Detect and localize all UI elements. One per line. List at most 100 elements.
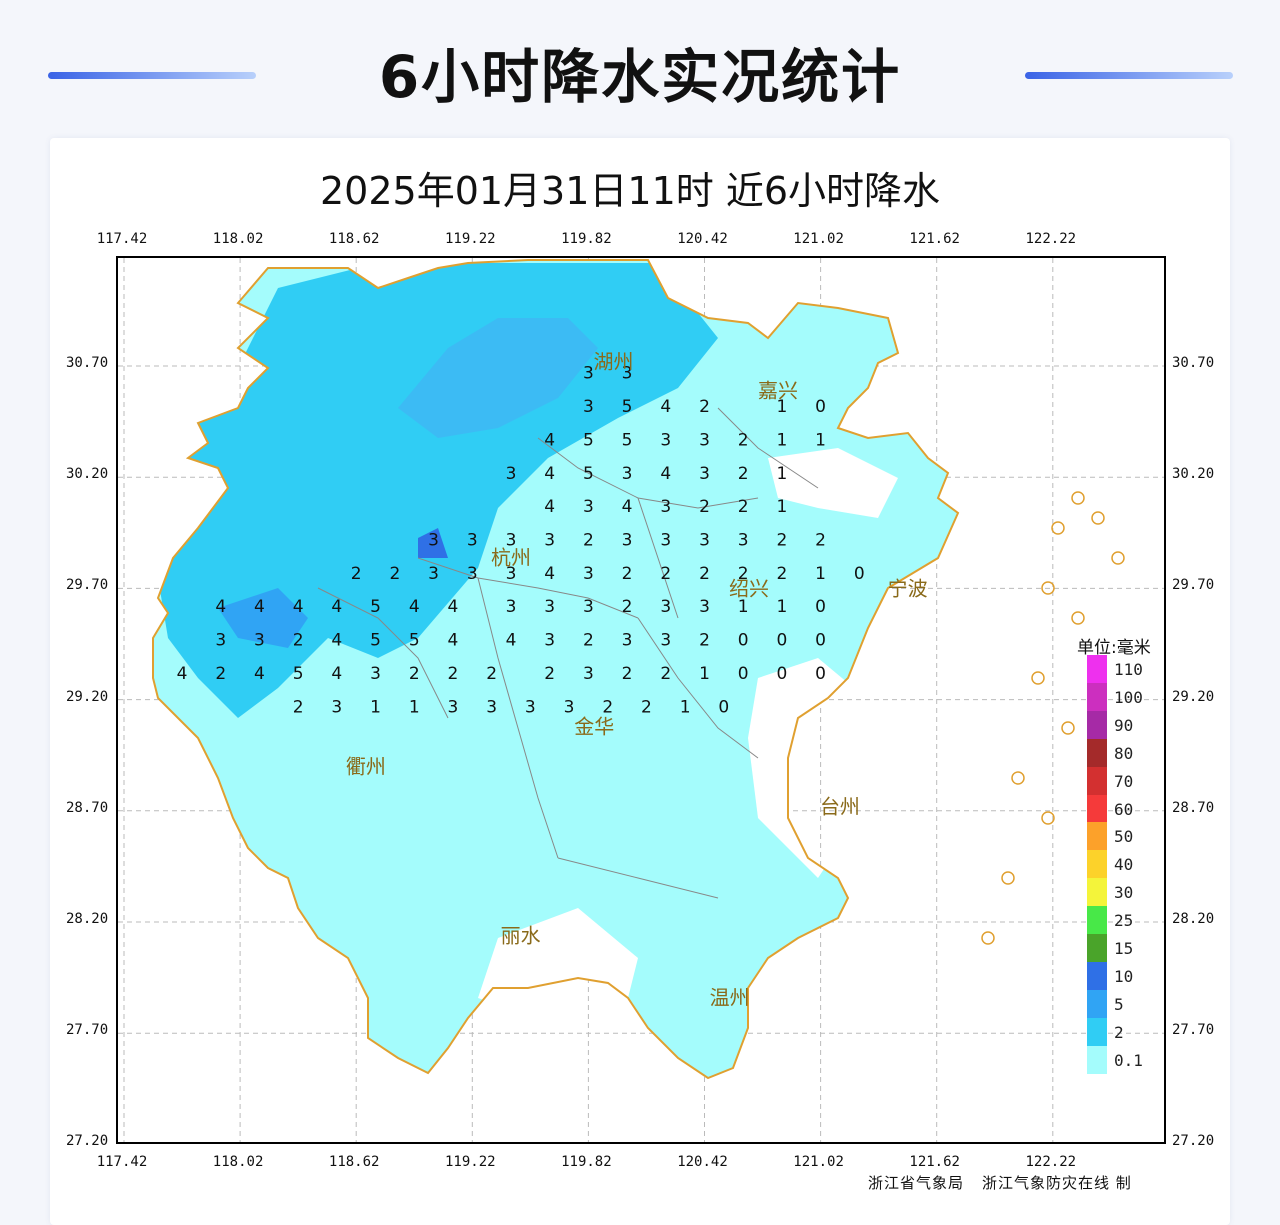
legend-label: 60 bbox=[1114, 799, 1134, 819]
station-value: 2 bbox=[293, 697, 304, 717]
station-value: 1 bbox=[699, 664, 710, 684]
island-outline bbox=[981, 931, 995, 945]
station-value: 2 bbox=[738, 564, 749, 584]
city-label: 温州 bbox=[710, 986, 750, 1010]
station-value: 3 bbox=[428, 530, 439, 550]
lat-tick-left: 27.20 bbox=[66, 1133, 109, 1150]
station-value: 1 bbox=[776, 430, 787, 450]
island-outline bbox=[1011, 771, 1025, 785]
station-value: 5 bbox=[583, 464, 594, 484]
station-value: 2 bbox=[448, 664, 459, 684]
island-outline bbox=[1061, 721, 1075, 735]
station-value: 2 bbox=[776, 530, 787, 550]
legend-label: 25 bbox=[1114, 911, 1134, 931]
island-outline bbox=[1071, 611, 1085, 625]
station-value: 4 bbox=[448, 631, 459, 651]
city-boundary bbox=[477, 577, 559, 859]
station-value: 1 bbox=[776, 397, 787, 417]
station-value: 3 bbox=[660, 497, 671, 517]
station-value: 4 bbox=[660, 397, 671, 417]
legend-label: 5 bbox=[1114, 994, 1124, 1014]
legend-label: 0.1 bbox=[1114, 1050, 1143, 1070]
station-value: 4 bbox=[331, 664, 342, 684]
legend-swatch bbox=[1087, 710, 1107, 739]
lat-tick-left: 29.20 bbox=[66, 688, 109, 705]
lat-tick-right: 29.70 bbox=[1172, 577, 1215, 594]
legend-swatch bbox=[1087, 766, 1107, 795]
legend-swatch bbox=[1087, 878, 1107, 907]
station-value: 2 bbox=[583, 530, 594, 550]
island-outline bbox=[1001, 871, 1015, 885]
island-outline bbox=[1041, 581, 1055, 595]
station-value: 0 bbox=[718, 697, 729, 717]
lat-tick-right: 28.70 bbox=[1172, 799, 1215, 816]
legend-swatch bbox=[1087, 1045, 1107, 1074]
map-title: 2025年01月31日11时 近6小时降水 bbox=[319, 169, 941, 213]
lat-tick-left: 29.70 bbox=[66, 577, 109, 594]
legend-label: 110 bbox=[1114, 660, 1143, 679]
precip-area-5mm bbox=[398, 318, 598, 438]
island-outline bbox=[1071, 491, 1085, 505]
legend-item: 70 bbox=[1087, 766, 1267, 795]
station-value: 3 bbox=[467, 564, 478, 584]
station-value: 2 bbox=[660, 664, 671, 684]
station-value: 4 bbox=[506, 631, 517, 651]
city-label: 丽水 bbox=[501, 923, 541, 947]
legend-swatch bbox=[1087, 682, 1107, 711]
station-value: 0 bbox=[854, 564, 865, 584]
station-value: 2 bbox=[641, 697, 652, 717]
station-value: 4 bbox=[293, 597, 304, 617]
station-value: 4 bbox=[544, 430, 555, 450]
legend-label: 40 bbox=[1114, 855, 1134, 875]
page-header: 6小时降水实况统计 bbox=[0, 0, 1280, 135]
station-value: 1 bbox=[370, 697, 381, 717]
station-value: 2 bbox=[544, 664, 555, 684]
station-value: 3 bbox=[428, 564, 439, 584]
station-value: 3 bbox=[254, 631, 265, 651]
legend-label: 50 bbox=[1114, 827, 1134, 847]
city-boundary bbox=[557, 857, 719, 899]
legend-swatch bbox=[1087, 961, 1107, 990]
station-value: 0 bbox=[738, 664, 749, 684]
legend-label: 90 bbox=[1114, 715, 1134, 735]
station-value: 2 bbox=[776, 564, 787, 584]
station-value: 4 bbox=[409, 597, 420, 617]
station-value: 3 bbox=[506, 564, 517, 584]
station-value: 2 bbox=[389, 564, 400, 584]
station-value: 3 bbox=[622, 464, 633, 484]
station-value: 1 bbox=[815, 564, 826, 584]
lat-tick-right: 27.20 bbox=[1172, 1133, 1215, 1150]
lon-tick-top: 121.62 bbox=[909, 231, 960, 247]
station-value: 5 bbox=[293, 664, 304, 684]
station-value: 2 bbox=[351, 564, 362, 584]
legend-swatch bbox=[1087, 989, 1107, 1018]
lat-tick-right: 27.70 bbox=[1172, 1022, 1215, 1039]
station-value: 3 bbox=[564, 697, 575, 717]
lon-tick-bottom: 122.22 bbox=[1025, 1154, 1077, 1170]
station-value: 2 bbox=[660, 564, 671, 584]
station-value: 0 bbox=[738, 631, 749, 651]
map-credit: 浙江省气象局 浙江气象防灾在线 制 bbox=[868, 1172, 1150, 1193]
lon-tick-top: 120.42 bbox=[677, 231, 728, 247]
station-value: 0 bbox=[815, 631, 826, 651]
station-value: 5 bbox=[409, 631, 420, 651]
station-value: 5 bbox=[583, 430, 594, 450]
island-outline bbox=[1111, 551, 1125, 565]
legend-label: 2 bbox=[1114, 1022, 1124, 1042]
station-value: 2 bbox=[699, 564, 710, 584]
station-value: 1 bbox=[409, 697, 420, 717]
island-outline bbox=[1051, 521, 1065, 535]
legend-item: 110 bbox=[1087, 655, 1267, 683]
precip-area-2mm bbox=[158, 263, 718, 718]
station-value: 0 bbox=[815, 664, 826, 684]
credit-org2: 浙江气象防灾在线 制 bbox=[982, 1174, 1132, 1192]
lon-tick-bottom: 121.62 bbox=[909, 1154, 960, 1170]
lat-tick-right: 28.20 bbox=[1172, 911, 1215, 927]
legend-item: 80 bbox=[1087, 738, 1267, 767]
station-value: 2 bbox=[583, 631, 594, 651]
station-value: 0 bbox=[776, 631, 787, 651]
station-value: 3 bbox=[699, 464, 710, 484]
station-value: 0 bbox=[815, 397, 826, 417]
station-value: 4 bbox=[544, 497, 555, 517]
